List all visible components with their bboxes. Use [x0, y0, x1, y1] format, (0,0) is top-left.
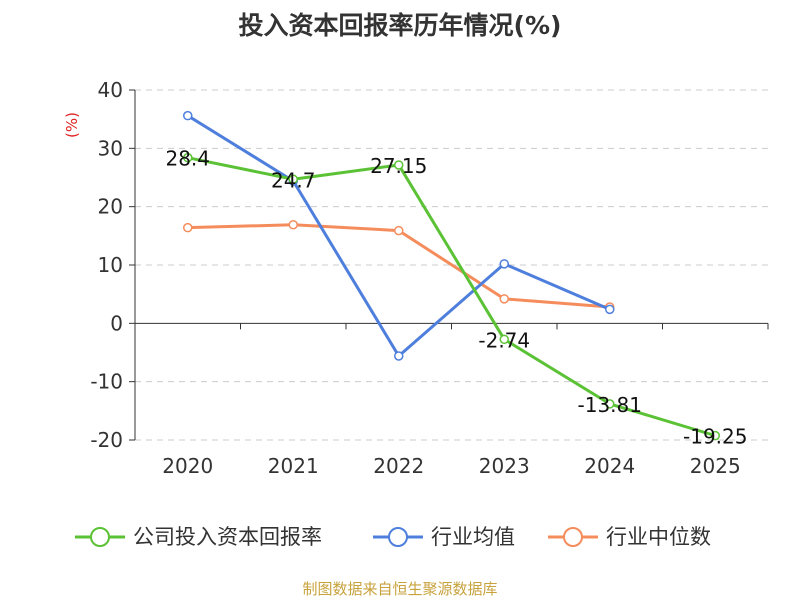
legend: 公司投入资本回报率 行业均值 行业中位数	[75, 525, 711, 549]
y-tick-label: 10	[98, 253, 123, 277]
legend-label: 行业中位数	[606, 525, 711, 549]
data-point	[605, 304, 615, 315]
legend-swatch-marker	[563, 527, 583, 547]
data-point	[499, 334, 509, 345]
y-tick-label: 30	[98, 136, 123, 160]
data-point	[183, 222, 193, 233]
legend-swatch-marker	[388, 527, 408, 547]
y-tick-label: -10	[90, 370, 123, 394]
data-label: 27.15	[370, 154, 427, 178]
legend-label: 行业均值	[431, 525, 515, 549]
data-point	[288, 174, 298, 184]
y-tick-label: -20	[90, 428, 123, 452]
source-footer: 制图数据来自恒生聚源数据库	[302, 580, 498, 598]
chart-title: 投入资本回报率历年情况(%)	[238, 11, 562, 40]
data-label: -2.74	[478, 328, 530, 352]
data-point	[394, 351, 404, 361]
legend-label: 公司投入资本回报率	[133, 525, 322, 549]
legend-item[interactable]: 行业中位数	[548, 525, 711, 549]
x-tick-label: 2020	[162, 454, 213, 478]
x-tick-label: 2021	[268, 454, 319, 478]
data-label: 24.7	[271, 168, 316, 192]
x-tick-label: 2023	[479, 454, 530, 478]
x-tick-label: 2025	[690, 454, 741, 478]
x-tick-label: 2022	[373, 454, 424, 478]
data-point	[394, 160, 404, 170]
series-line-1	[186, 114, 611, 358]
series-lines	[183, 110, 720, 441]
data-label: -19.25	[683, 425, 747, 449]
y-tick-label: 20	[98, 195, 123, 219]
data-point	[499, 294, 509, 304]
x-tick-label: 2024	[584, 454, 635, 478]
data-point	[605, 399, 615, 409]
data-label: -13.81	[578, 393, 642, 417]
axes: 40 30 20 10 0 -10 -20 2020 2021 2022 2023 2024 2025	[90, 78, 769, 478]
legend-item[interactable]: 公司投入资本回报率	[75, 525, 322, 549]
legend-swatch-marker	[90, 527, 110, 547]
y-tick-label: 0	[110, 311, 123, 335]
data-labels: 28.4 24.7 27.15 -2.74 -13.81 -19.25	[165, 147, 747, 449]
data-point	[499, 259, 509, 269]
data-point	[183, 152, 193, 163]
series-line-2	[187, 223, 610, 309]
y-axis-label: (%)	[63, 112, 81, 138]
data-point	[183, 110, 193, 121]
y-tick-label: 40	[98, 78, 123, 102]
data-label: 28.4	[165, 147, 210, 171]
series-line-0	[187, 156, 716, 438]
data-point	[710, 430, 720, 441]
data-point	[394, 225, 404, 236]
legend-item[interactable]: 行业均值	[373, 525, 515, 549]
data-point	[288, 220, 298, 230]
